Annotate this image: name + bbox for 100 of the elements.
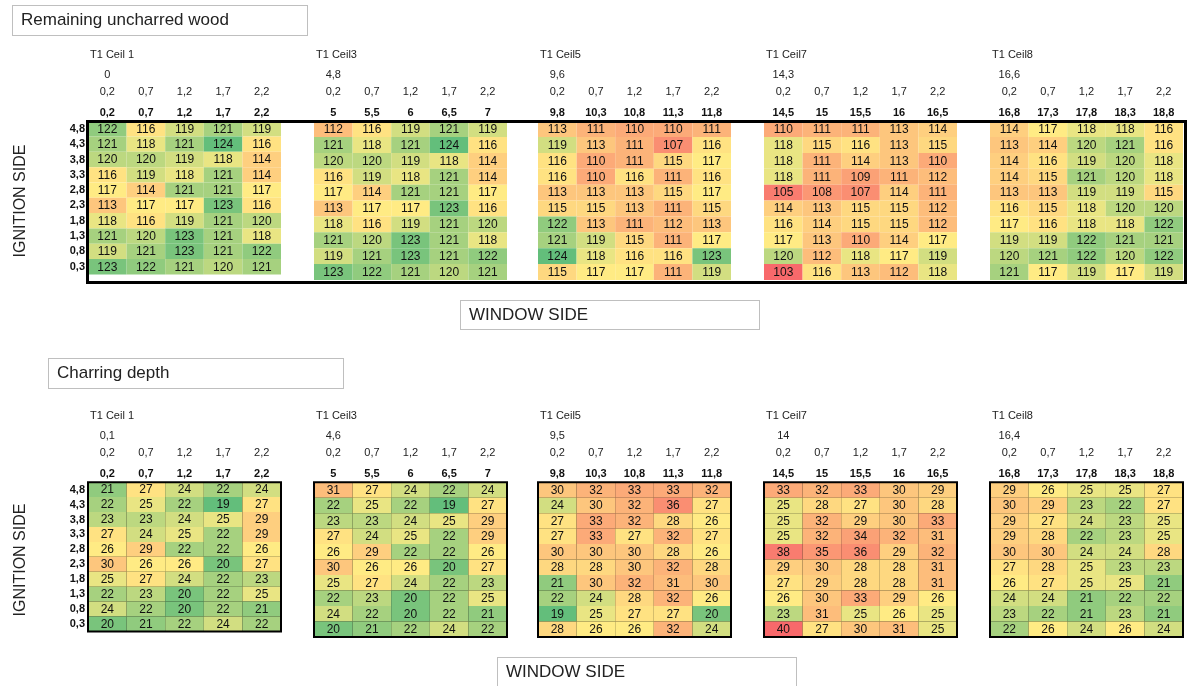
data-label: 103: [773, 264, 794, 279]
data-label: 120: [135, 152, 157, 167]
data-label: 121: [400, 264, 421, 279]
data-label: 33: [589, 513, 603, 528]
data-label: 29: [892, 591, 907, 606]
data-label: 118: [1115, 217, 1135, 232]
data-label: 26: [100, 542, 115, 557]
text: 1,7: [891, 446, 907, 459]
data-label: 23: [1079, 498, 1094, 513]
data-label: 24: [255, 482, 269, 497]
data-label: 25: [177, 527, 192, 542]
data-label: 120: [323, 153, 344, 168]
data-label: 26: [776, 591, 791, 606]
chart-subtitle: T1 Ceil 1: [90, 409, 135, 422]
data-label: 22: [403, 622, 418, 637]
x-tick-label: 11,3: [662, 105, 684, 118]
text: 1,7: [891, 85, 907, 98]
data-label: 117: [702, 233, 722, 248]
data-label: 22: [177, 616, 192, 631]
data-label: 118: [1076, 201, 1097, 216]
data-label: 22: [442, 606, 457, 621]
text: 1,2: [1078, 85, 1095, 98]
data-label: 115: [702, 201, 722, 216]
data-label: 117: [400, 201, 421, 216]
data-label: 122: [251, 244, 273, 259]
data-label: 29: [776, 560, 791, 575]
data-label: 24: [1079, 544, 1094, 559]
data-label: 115: [812, 137, 832, 152]
data-label: 22: [216, 482, 231, 497]
data-label: 20: [216, 557, 231, 572]
data-label: 116: [136, 121, 156, 136]
y-tick-label: 4,3: [69, 497, 85, 510]
data-label: 22: [100, 497, 115, 512]
data-label: 22: [481, 622, 495, 637]
x-tick-label: 9,8: [549, 466, 565, 479]
data-label: 29: [139, 542, 153, 557]
data-label: 111: [812, 121, 832, 136]
data-label: 113: [812, 201, 832, 216]
data-label: 119: [478, 121, 498, 136]
data-label: 36: [853, 544, 868, 559]
text: 2,2: [480, 446, 496, 459]
data-label: 112: [663, 217, 683, 232]
data-label: 122: [135, 259, 157, 274]
x-tick-label: 16,5: [926, 466, 949, 479]
data-label: 116: [478, 137, 498, 152]
data-label: 22: [1041, 606, 1055, 621]
text: 1,7: [441, 446, 457, 459]
x-tick-label: 5: [330, 105, 337, 118]
data-label: 119: [400, 153, 421, 168]
data-label: 119: [174, 121, 195, 136]
data-label: 121: [174, 182, 195, 197]
data-label: 118: [252, 228, 272, 243]
data-label: 121: [439, 169, 460, 184]
data-label: 23: [1002, 606, 1017, 621]
data-label: 116: [97, 167, 118, 182]
data-label: 30: [853, 622, 868, 637]
data-label: 22: [442, 575, 457, 590]
data-label: 120: [251, 213, 273, 228]
data-label: 22: [403, 544, 418, 559]
data-label: 120: [773, 248, 794, 263]
data-label: 32: [666, 529, 681, 544]
x-tick-label: 15: [815, 105, 829, 118]
text: 2,2: [930, 85, 946, 98]
data-label: 27: [666, 606, 681, 621]
data-label: 27: [776, 575, 791, 590]
data-label: 20: [177, 586, 192, 601]
data-label: 22: [139, 601, 153, 616]
x-tick-label: 18,3: [1114, 105, 1136, 118]
data-label: 116: [702, 137, 722, 152]
data-label: 27: [1002, 560, 1017, 575]
data-label: 116: [663, 248, 683, 263]
data-label: 32: [627, 498, 642, 513]
data-label: 116: [362, 217, 382, 232]
data-label: 113: [850, 264, 871, 279]
data-label: 30: [1002, 498, 1017, 513]
data-label: 22: [326, 591, 341, 606]
data-label: 111: [812, 169, 832, 184]
text: 1,2: [852, 85, 869, 98]
data-label: 118: [174, 167, 195, 182]
data-label: 121: [97, 228, 118, 243]
data-label: 121: [251, 259, 273, 274]
data-label: 35: [815, 544, 829, 559]
data-label: 25: [100, 571, 115, 586]
data-label: 22: [550, 591, 565, 606]
data-label: 29: [255, 512, 269, 527]
data-label: 33: [853, 591, 868, 606]
data-label: 119: [97, 244, 118, 259]
data-label: 119: [323, 248, 344, 263]
data-label: 118: [213, 152, 233, 167]
data-label: 120: [361, 153, 383, 168]
data-label: 38: [776, 544, 791, 559]
chart-subtitle: T1 Ceil7: [766, 409, 807, 422]
data-label: 26: [627, 622, 642, 637]
data-label: 23: [365, 513, 379, 528]
data-label: 24: [403, 513, 418, 528]
data-label: 117: [97, 182, 118, 197]
y-tick-label: 3,3: [69, 167, 85, 180]
data-label: 113: [812, 233, 832, 248]
data-label: 30: [100, 557, 115, 572]
data-label: 24: [1118, 544, 1133, 559]
